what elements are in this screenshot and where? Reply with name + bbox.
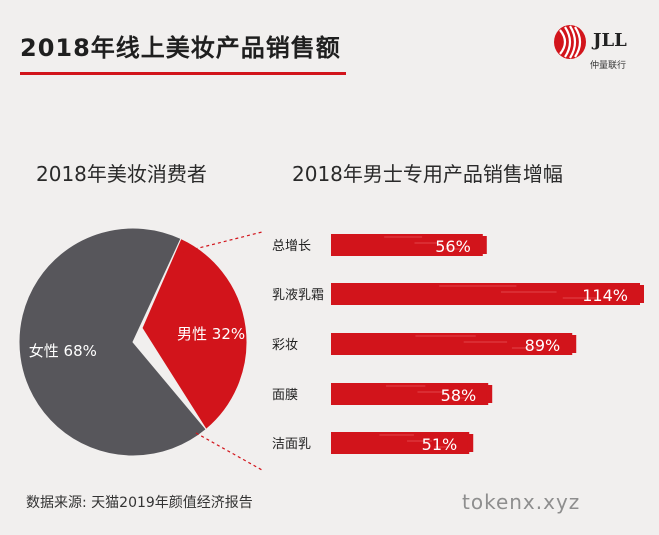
bar-brush-end — [467, 434, 474, 452]
logo-text: JLL — [593, 30, 627, 51]
bar-category-label: 彩妆 — [272, 338, 298, 353]
bar-category-label: 面膜 — [272, 388, 298, 403]
bar-rect — [331, 432, 470, 454]
source-note: 数据来源: 天猫2019年颜值经济报告 — [26, 495, 253, 511]
leader-line-bottom — [195, 432, 263, 471]
bar-brush-end — [480, 236, 487, 254]
watermark: tokenx.xyz — [462, 490, 581, 514]
bar-value-label: 58% — [441, 386, 477, 405]
leader-line-top — [182, 231, 263, 253]
pie-label-1: 男性 32% — [177, 325, 245, 343]
pie-chart-title: 2018年美妆消费者 — [36, 162, 207, 186]
jll-logo-icon — [554, 25, 586, 59]
bar-brush-end — [570, 335, 577, 353]
title-underline — [20, 72, 346, 75]
pie-slice-1 — [141, 237, 248, 431]
bar-rect — [331, 283, 640, 305]
bar-rect — [331, 383, 489, 405]
bar-value-label: 114% — [582, 286, 628, 305]
jll-logo: JLL 仲量联行 — [548, 22, 644, 86]
bar-value-label: 56% — [435, 237, 471, 256]
bar-brush-end — [638, 285, 644, 303]
pie-label-0: 女性 68% — [29, 342, 97, 360]
bar-brush-end — [486, 385, 493, 403]
page-title: 2018年线上美妆产品销售额 — [20, 34, 341, 62]
bar-rect — [331, 234, 483, 256]
bar-category-label: 乳液乳霜 — [272, 288, 324, 303]
bar-value-label: 51% — [422, 435, 458, 454]
bar-category-label: 总增长 — [272, 239, 311, 254]
pie-slice-0 — [18, 227, 207, 457]
logo-subtitle: 仲量联行 — [590, 61, 627, 71]
bar-rect — [331, 333, 573, 355]
bar-value-label: 89% — [525, 336, 561, 355]
bar-chart-title: 2018年男士专用产品销售增幅 — [292, 162, 563, 186]
bar-category-label: 洁面乳 — [272, 437, 311, 452]
